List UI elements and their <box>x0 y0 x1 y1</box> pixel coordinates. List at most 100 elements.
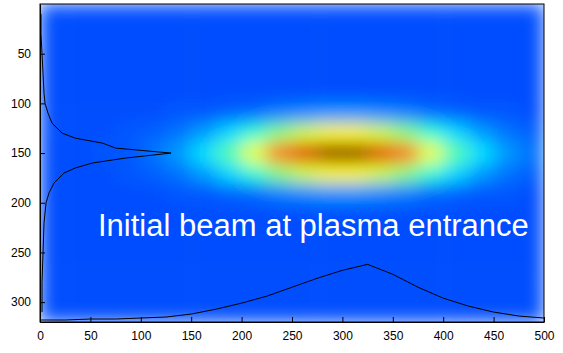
heatmap-cell <box>90 4 116 24</box>
heatmap-cell <box>65 243 91 263</box>
heatmap-cell <box>494 103 520 123</box>
heatmap-cell <box>242 24 268 44</box>
heatmap-cell <box>292 163 318 183</box>
x-tick-label: 350 <box>383 329 403 343</box>
heatmap-cell <box>468 143 494 163</box>
heatmap-cell <box>342 64 368 84</box>
y-tick-mark <box>40 103 45 104</box>
heatmap-cell <box>216 183 242 203</box>
y-tick: 300 <box>11 295 45 309</box>
heatmap-cell <box>468 64 494 84</box>
heatmap-cell <box>267 103 293 123</box>
heatmap-cell <box>292 282 318 302</box>
y-tick-label: 50 <box>18 47 32 61</box>
heatmap-cell <box>368 84 394 104</box>
heatmap-cell <box>494 84 520 104</box>
heatmap-cell <box>65 183 91 203</box>
heatmap-cell <box>342 44 368 64</box>
heatmap-cell <box>368 64 394 84</box>
heatmap-cell <box>65 84 91 104</box>
heatmap-cell <box>166 24 192 44</box>
heatmap-cell <box>267 24 293 44</box>
heatmap-cell <box>393 183 419 203</box>
heatmap-cell <box>242 183 268 203</box>
heatmap-cell <box>191 4 217 24</box>
heatmap-cell <box>141 302 167 322</box>
heatmap-cell <box>216 84 242 104</box>
heatmap-cell <box>166 64 192 84</box>
heatmap-cell <box>317 183 343 203</box>
heatmap-cell <box>191 163 217 183</box>
axis-line <box>40 5 41 323</box>
heatmap-cell <box>342 183 368 203</box>
heatmap-cell <box>90 282 116 302</box>
heatmap-cell <box>191 103 217 123</box>
heatmap-cell <box>166 103 192 123</box>
heatmap-cell <box>191 64 217 84</box>
heatmap-cell <box>141 4 167 24</box>
heatmap-cell <box>40 103 66 123</box>
heatmap-cell <box>141 24 167 44</box>
heatmap-cell <box>116 24 142 44</box>
heatmap-cell <box>191 282 217 302</box>
profile-line <box>40 264 544 320</box>
heatmap-cell <box>494 44 520 64</box>
heatmap-cell <box>317 84 343 104</box>
heatmap-cell <box>40 143 66 163</box>
x-tick-label: 200 <box>232 329 252 343</box>
heatmap-cell <box>216 24 242 44</box>
heatmap-cell <box>443 44 469 64</box>
heatmap-cell <box>267 163 293 183</box>
heatmap-cell <box>242 163 268 183</box>
heatmap-cell <box>166 84 192 104</box>
y-tick-label: 150 <box>11 146 31 160</box>
heatmap-cell <box>418 143 444 163</box>
axis-line <box>41 322 545 323</box>
heatmap-cell <box>40 282 66 302</box>
heatmap-cell <box>216 123 242 143</box>
heatmap-cell <box>342 282 368 302</box>
heatmap-cell <box>519 44 544 64</box>
heatmap-cell <box>242 302 268 322</box>
heatmap-cell <box>216 4 242 24</box>
heatmap-cell <box>317 103 343 123</box>
heatmap-cell <box>267 282 293 302</box>
heatmap-cell <box>242 262 268 282</box>
heatmap-cell <box>443 84 469 104</box>
heatmap-cell <box>267 123 293 143</box>
heatmap-cell <box>317 64 343 84</box>
heatmap-cell <box>519 302 544 322</box>
heatmap-cell <box>418 183 444 203</box>
heatmap-cell <box>418 163 444 183</box>
heatmap-cell <box>494 4 520 24</box>
heatmap-cell <box>40 262 66 282</box>
x-tick-mark <box>393 317 394 322</box>
profile-line <box>41 14 171 312</box>
heatmap-cell <box>292 302 318 322</box>
heatmap-cell <box>216 243 242 263</box>
heatmap-cell <box>468 243 494 263</box>
heatmap-cell <box>317 243 343 263</box>
y-axis: 50100150200250300 <box>11 5 45 323</box>
x-axis: 050100150200250300350400450500 <box>37 317 555 343</box>
heatmap-cell <box>90 84 116 104</box>
heatmap-cell <box>141 282 167 302</box>
heatmap-cell <box>519 282 544 302</box>
heatmap-cell <box>40 163 66 183</box>
heatmap-cell <box>292 4 318 24</box>
x-tick-mark <box>242 317 243 322</box>
heatmap-cell <box>40 302 66 322</box>
heatmap-cell <box>166 243 192 263</box>
heatmap-cell <box>242 44 268 64</box>
heatmap-cell <box>342 103 368 123</box>
x-tick: 200 <box>232 317 252 343</box>
heatmap-cell <box>468 4 494 24</box>
heatmap-cell <box>317 302 343 322</box>
x-tick: 450 <box>484 317 504 343</box>
heatmap-cell <box>90 183 116 203</box>
x-tick-label: 500 <box>534 329 554 343</box>
x-tick-mark <box>494 317 495 322</box>
heatmap-cell <box>519 262 544 282</box>
heatmap <box>40 4 544 322</box>
heatmap-cell <box>65 24 91 44</box>
